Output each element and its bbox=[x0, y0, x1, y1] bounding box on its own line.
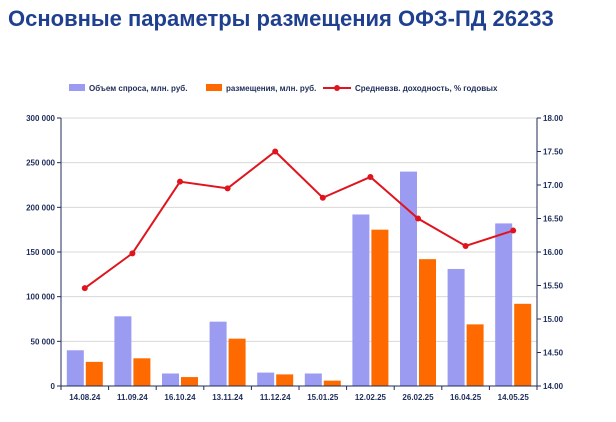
axes-layer bbox=[57, 117, 541, 390]
y-right-tick-label: 17.50 bbox=[543, 148, 564, 157]
legend-swatch-demand bbox=[69, 84, 85, 91]
yield-point bbox=[177, 178, 183, 185]
yield-point bbox=[81, 285, 88, 292]
bar-placement bbox=[514, 303, 532, 386]
bar-placement bbox=[419, 259, 436, 386]
yield-point bbox=[129, 250, 136, 257]
bar-placement bbox=[85, 361, 103, 386]
yield-point bbox=[272, 148, 279, 155]
bar-placement bbox=[133, 358, 151, 386]
legend-swatch-yield-marker bbox=[334, 85, 340, 91]
y-right-tick-label: 17.00 bbox=[543, 181, 564, 190]
bars-layer bbox=[66, 171, 532, 386]
legend-layer: Объем спроса, млн. руб. размещения, млн. … bbox=[69, 84, 498, 93]
x-tick-label: 11.12.24 bbox=[260, 393, 291, 402]
y-left-tick-label: 200 000 bbox=[26, 203, 55, 212]
bar-demand bbox=[495, 223, 513, 386]
y-right-tick-label: 15.50 bbox=[543, 282, 564, 291]
y-right-tick-label: 14.50 bbox=[543, 349, 564, 358]
bar-placement bbox=[466, 324, 484, 386]
y-right-tick-label: 16.50 bbox=[543, 215, 564, 224]
legend-label-placement: размещения, млн. руб. bbox=[226, 84, 316, 93]
bar-placement bbox=[371, 229, 389, 386]
y-left-tick-label: 50 000 bbox=[31, 337, 56, 346]
x-tick-label: 16.04.25 bbox=[450, 393, 482, 402]
x-tick-label: 11.09.24 bbox=[117, 393, 148, 402]
yield-point bbox=[462, 242, 469, 249]
legend-label-yield: Средневзв. доходность, % годовых bbox=[355, 84, 498, 93]
x-tick-label: 16.10.24 bbox=[164, 393, 196, 402]
bar-placement bbox=[228, 338, 246, 386]
y-left-tick-label: 250 000 bbox=[26, 159, 55, 168]
x-tick-label: 13.11.24 bbox=[212, 393, 243, 402]
bar-demand bbox=[304, 373, 322, 386]
legend-swatch-placement bbox=[206, 84, 222, 91]
yield-point bbox=[319, 194, 326, 201]
y-left-tick-label: 100 000 bbox=[26, 293, 55, 302]
bar-demand bbox=[447, 268, 465, 386]
bar-placement bbox=[323, 380, 341, 386]
x-tick-label: 26.02.25 bbox=[402, 393, 434, 402]
x-tick-label: 15.01.25 bbox=[307, 393, 339, 402]
labels-layer: 0 50 000 100 000 150 000 200 000 250 000 300 0… bbox=[26, 114, 563, 402]
line-layer bbox=[81, 148, 517, 292]
yield-point bbox=[224, 185, 231, 192]
bar-placement bbox=[276, 374, 294, 386]
yield-point bbox=[510, 227, 517, 234]
x-tick-label: 14.05.25 bbox=[498, 393, 530, 402]
bar-demand bbox=[162, 373, 179, 386]
bar-demand bbox=[400, 171, 417, 386]
x-tick-label: 12.02.25 bbox=[355, 393, 387, 402]
bar-placement bbox=[181, 377, 198, 386]
x-tick-label: 14.08.24 bbox=[69, 393, 101, 402]
legend-label-demand: Объем спроса, млн. руб. bbox=[89, 84, 187, 93]
bar-demand bbox=[114, 316, 132, 386]
y-right-tick-label: 18.00 bbox=[543, 114, 564, 123]
bar-demand bbox=[66, 350, 84, 386]
y-right-tick-label: 14.00 bbox=[543, 382, 564, 391]
yield-line bbox=[84, 150, 514, 289]
y-right-tick-label: 16.00 bbox=[543, 248, 564, 257]
bar-demand bbox=[352, 214, 370, 386]
bar-demand bbox=[257, 372, 275, 386]
yield-point bbox=[415, 215, 421, 222]
bar-demand bbox=[209, 321, 227, 386]
yield-point bbox=[367, 173, 374, 180]
y-left-tick-label: 300 000 bbox=[26, 114, 55, 123]
y-left-tick-label: 150 000 bbox=[26, 248, 55, 257]
y-right-tick-label: 15.00 bbox=[543, 315, 564, 324]
slide-title: Основные параметры размещения ОФЗ-ПД 262… bbox=[8, 6, 554, 31]
y-left-tick-label: 0 bbox=[51, 382, 56, 391]
